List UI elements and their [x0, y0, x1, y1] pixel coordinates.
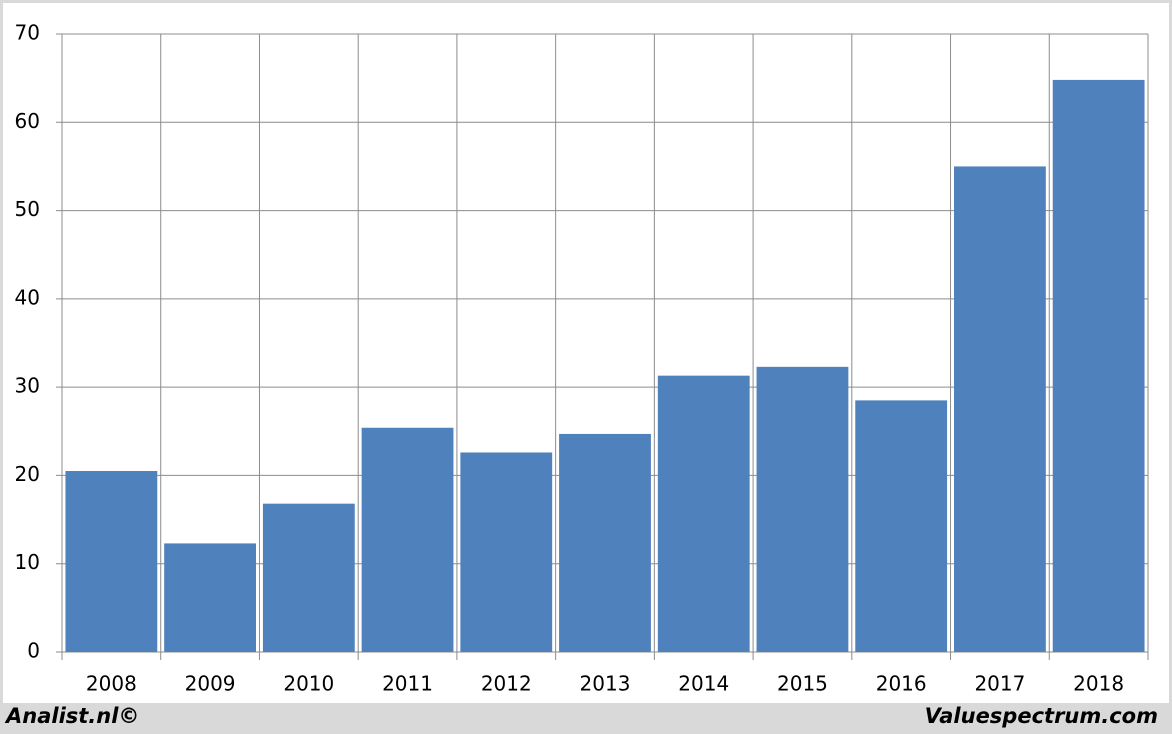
bar	[361, 427, 454, 652]
x-tick-label: 2009	[185, 672, 236, 696]
x-tick-label: 2014	[678, 672, 729, 696]
footer-right: Valuespectrum.com	[925, 704, 1158, 728]
y-tick-label: 60	[15, 109, 40, 133]
bar	[460, 452, 553, 652]
x-tick-label: 2011	[382, 672, 433, 696]
bar	[164, 543, 256, 652]
y-tick-label: 50	[15, 197, 40, 221]
y-tick-label: 70	[15, 21, 40, 45]
x-tick-label: 2010	[283, 672, 334, 696]
x-tick-label: 2018	[1073, 672, 1124, 696]
bar	[65, 471, 158, 652]
bar	[954, 166, 1046, 652]
y-tick-label: 20	[15, 462, 40, 486]
y-tick-label: 40	[15, 285, 40, 309]
bar	[855, 400, 948, 652]
footer-left: Analist.nl©	[4, 704, 139, 728]
x-tick-label: 2013	[580, 672, 631, 696]
x-tick-label: 2017	[974, 672, 1025, 696]
y-tick-label: 30	[15, 374, 40, 398]
bar	[1052, 79, 1145, 652]
x-tick-label: 2015	[777, 672, 828, 696]
bar	[559, 433, 651, 652]
x-tick-label: 2016	[876, 672, 927, 696]
bar	[262, 503, 355, 652]
bar	[657, 375, 750, 652]
y-tick-label: 0	[27, 639, 40, 663]
y-tick-label: 10	[15, 550, 40, 574]
bar	[756, 366, 849, 652]
x-tick-label: 2008	[86, 672, 137, 696]
x-tick-label: 2012	[481, 672, 532, 696]
